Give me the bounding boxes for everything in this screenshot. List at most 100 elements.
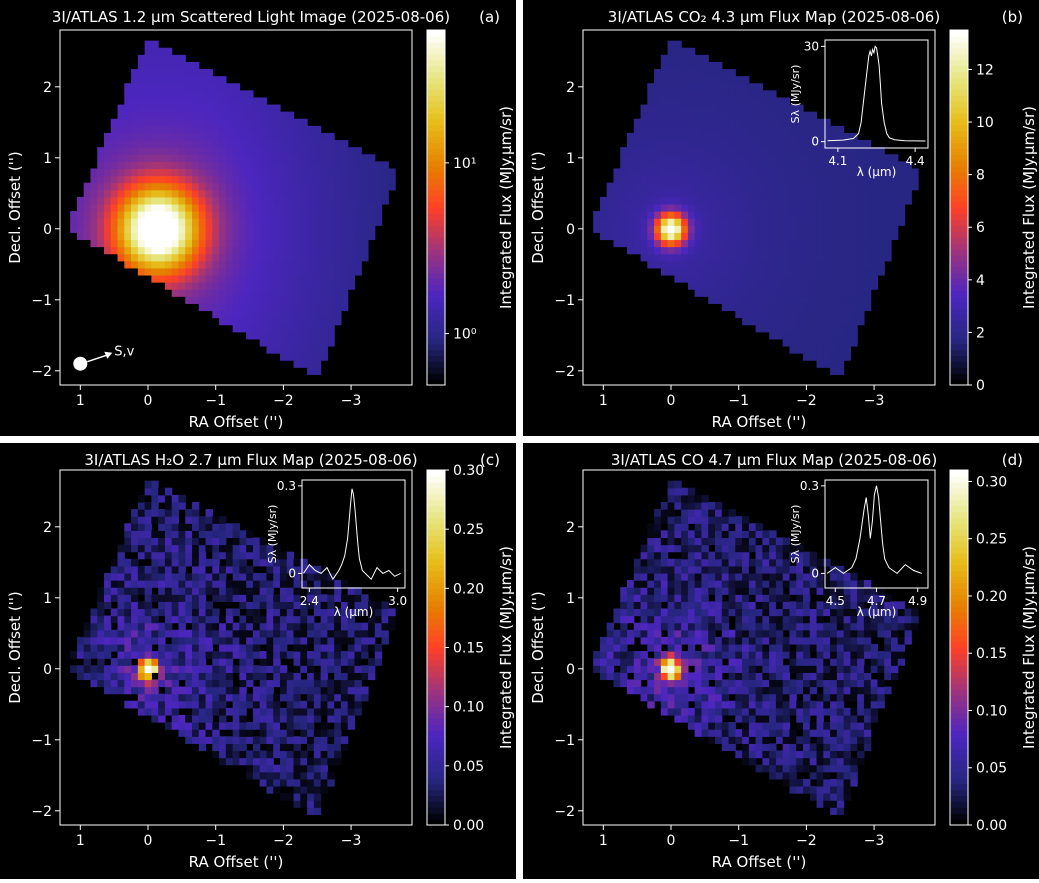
panel-tag: (a) <box>479 8 500 26</box>
colorbar-tick-label: 2 <box>976 325 985 341</box>
y-tick-label: 1 <box>43 591 52 607</box>
panel-title: 3I/ATLAS 1.2 μm Scattered Light Image (2… <box>52 8 450 26</box>
annotation-label: S,v <box>114 345 134 360</box>
panel-tag: (b) <box>1002 8 1023 26</box>
y-tick-label: 0 <box>566 662 575 678</box>
colorbar-tick-label: 0.05 <box>976 761 1007 777</box>
nucleus-marker-icon <box>73 357 87 371</box>
colorbar-tick-label: 10 <box>976 115 994 131</box>
colorbar-tick-label: 10¹ <box>453 156 476 172</box>
x-tick-label: −2 <box>796 393 817 409</box>
y-axis-label: Decl. Offset ('') <box>529 591 547 704</box>
colorbar-tick-label: 12 <box>976 62 994 78</box>
colorbar-tick-label: 0.15 <box>976 646 1007 662</box>
x-tick-label: −3 <box>341 833 362 849</box>
x-tick-label: −1 <box>728 393 749 409</box>
colorbar-tick-label: 0.20 <box>976 589 1007 605</box>
colorbar-tick-label: 0.20 <box>453 581 484 597</box>
y-tick-label: 2 <box>566 520 575 536</box>
inset-y-tick-label: 0 <box>811 135 819 149</box>
y-tick-label: −1 <box>31 733 52 749</box>
y-tick-label: −2 <box>31 804 52 820</box>
colorbar-label: Integrated Flux (MJy.μm/sr) <box>1020 106 1038 309</box>
colorbar-tick-label: 0.00 <box>453 818 484 834</box>
y-tick-label: 1 <box>43 151 52 167</box>
colorbar-tick-label: 0.05 <box>453 759 484 775</box>
y-tick-label: 0 <box>43 222 52 238</box>
colorbar-tick-label: 0.15 <box>453 641 484 657</box>
colorbar-tick-label: 0 <box>976 378 985 394</box>
y-tick-label: 0 <box>43 662 52 678</box>
colorbar-label: Integrated Flux (MJy.μm/sr) <box>497 106 515 309</box>
inset-y-tick-label: 0.3 <box>277 479 296 493</box>
inset-x-tick-label: 2.4 <box>300 594 319 608</box>
x-tick-label: −3 <box>864 393 885 409</box>
x-tick-label: 0 <box>667 393 676 409</box>
x-tick-label: −2 <box>273 833 294 849</box>
x-tick-label: −1 <box>205 393 226 409</box>
inset-y-tick-label: 30 <box>804 39 819 53</box>
x-tick-label: −1 <box>728 833 749 849</box>
x-tick-label: 1 <box>76 833 85 849</box>
colorbar-tick-label: 8 <box>976 168 985 184</box>
colorbar-tick-label: 4 <box>976 273 985 289</box>
y-tick-label: −1 <box>31 293 52 309</box>
inset-x-label: λ (μm) <box>334 605 374 619</box>
x-tick-label: −2 <box>273 393 294 409</box>
inset-x-tick-label: 3.0 <box>388 594 407 608</box>
y-tick-label: −1 <box>554 293 575 309</box>
x-tick-label: 0 <box>144 393 153 409</box>
inset-y-label: Sλ (MJy/sr) <box>266 505 279 564</box>
inset-x-label: λ (μm) <box>857 165 897 179</box>
x-axis-label: RA Offset ('') <box>189 413 284 431</box>
inset-y-tick-label: 0.3 <box>800 479 819 493</box>
colorbar-tick-label: 0.25 <box>453 522 484 538</box>
x-tick-label: 0 <box>667 833 676 849</box>
colorbar-label: Integrated Flux (MJy.μm/sr) <box>1020 546 1038 749</box>
panel-title: 3I/ATLAS H₂O 2.7 μm Flux Map (2025-08-06… <box>84 451 417 469</box>
colorbar-tick-label: 6 <box>976 220 985 236</box>
inset-y-label: Sλ (MJy/sr) <box>789 505 802 564</box>
inset-x-tick-label: 4.9 <box>908 594 927 608</box>
x-tick-label: −3 <box>341 393 362 409</box>
x-axis-label: RA Offset ('') <box>712 413 807 431</box>
x-tick-label: 1 <box>599 393 608 409</box>
y-tick-label: 2 <box>566 80 575 96</box>
y-tick-label: −2 <box>554 364 575 380</box>
inset-x-tick-label: 4.1 <box>828 154 847 168</box>
x-tick-label: 0 <box>144 833 153 849</box>
colorbar-tick-label: 0.30 <box>453 463 484 479</box>
colorbar-tick-label: 0.10 <box>976 703 1007 719</box>
x-tick-label: −1 <box>205 833 226 849</box>
panel-d: 1 0 −1 −2 −3 2 1 0 −1 −2 RA Offset ('') Decl. Offse… <box>523 443 1039 879</box>
y-tick-label: −1 <box>554 733 575 749</box>
y-axis-label: Decl. Offset ('') <box>529 151 547 264</box>
y-tick-label: 1 <box>566 591 575 607</box>
y-axis-label: Decl. Offset ('') <box>6 151 24 264</box>
panel-title: 3I/ATLAS CO₂ 4.3 μm Flux Map (2025-08-06… <box>608 8 940 26</box>
x-axis-label: RA Offset ('') <box>712 853 807 871</box>
colorbar-tick-label: 10⁰ <box>453 327 477 343</box>
y-tick-label: 0 <box>566 222 575 238</box>
y-axis-label: Decl. Offset ('') <box>6 591 24 704</box>
x-tick-label: 1 <box>599 833 608 849</box>
x-tick-label: −2 <box>796 833 817 849</box>
colorbar-tick-label: 0.30 <box>976 474 1007 490</box>
inset-x-tick-label: 4.5 <box>826 594 845 608</box>
inset-y-tick-label: 0 <box>288 566 296 580</box>
colorbar-tick-label: 0.10 <box>453 700 484 716</box>
x-tick-label: −3 <box>864 833 885 849</box>
panel-title: 3I/ATLAS CO 4.7 μm Flux Map (2025-08-06) <box>611 451 937 469</box>
colorbar-tick-label: 0.25 <box>976 532 1007 548</box>
y-tick-label: 2 <box>43 80 52 96</box>
colorbar-tick-label: 0.00 <box>976 818 1007 834</box>
y-tick-label: 1 <box>566 151 575 167</box>
y-tick-label: −2 <box>554 804 575 820</box>
inset-x-tick-label: 4.4 <box>906 154 925 168</box>
inset-y-tick-label: 0 <box>811 566 819 580</box>
